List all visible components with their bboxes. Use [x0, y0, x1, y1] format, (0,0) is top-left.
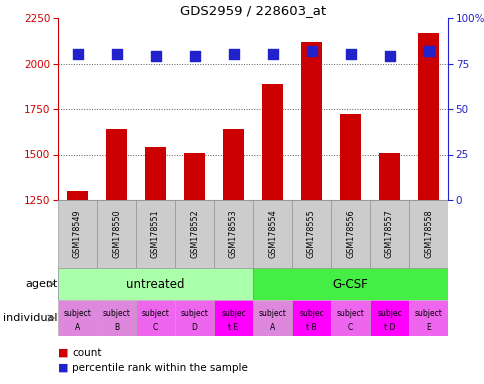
Text: G-CSF: G-CSF: [332, 278, 368, 291]
Bar: [106, 129, 127, 200]
Text: subject: subject: [414, 309, 441, 318]
Text: subjec: subjec: [377, 309, 401, 318]
Text: subject: subject: [258, 309, 286, 318]
Text: GSM178550: GSM178550: [112, 210, 121, 258]
Text: t E: t E: [228, 323, 238, 331]
Bar: [58, 268, 253, 300]
Bar: [378, 153, 399, 200]
Text: B: B: [114, 323, 119, 331]
Bar: [67, 191, 88, 200]
Bar: [183, 153, 205, 200]
Text: subjec: subjec: [299, 309, 323, 318]
Bar: [58, 200, 97, 268]
Point: [112, 51, 120, 58]
Text: count: count: [72, 348, 101, 358]
Bar: [330, 200, 369, 268]
Bar: [145, 147, 166, 200]
Bar: [330, 300, 369, 336]
Point: [385, 53, 393, 59]
Text: subject: subject: [141, 309, 169, 318]
Bar: [97, 300, 136, 336]
Bar: [213, 200, 253, 268]
Text: GSM178552: GSM178552: [190, 210, 198, 258]
Text: C: C: [347, 323, 352, 331]
Text: subject: subject: [180, 309, 208, 318]
Bar: [291, 200, 330, 268]
Bar: [300, 41, 321, 200]
Bar: [136, 300, 175, 336]
Bar: [253, 200, 291, 268]
Point: [346, 51, 354, 58]
Text: GSM178556: GSM178556: [345, 210, 354, 258]
Bar: [175, 300, 213, 336]
Text: A: A: [75, 323, 80, 331]
Bar: [417, 33, 439, 200]
Text: subjec: subjec: [221, 309, 245, 318]
Text: D: D: [191, 323, 197, 331]
Point: [268, 51, 276, 58]
Text: agent: agent: [25, 279, 58, 289]
Text: subject: subject: [102, 309, 130, 318]
Text: percentile rank within the sample: percentile rank within the sample: [72, 363, 247, 373]
Bar: [369, 200, 408, 268]
Bar: [339, 114, 361, 200]
Text: untreated: untreated: [126, 278, 184, 291]
Text: subject: subject: [336, 309, 363, 318]
Text: C: C: [152, 323, 158, 331]
Text: ■: ■: [58, 363, 68, 373]
Bar: [291, 300, 330, 336]
Bar: [213, 300, 253, 336]
Bar: [136, 200, 175, 268]
Title: GDS2959 / 228603_at: GDS2959 / 228603_at: [180, 4, 325, 17]
Bar: [253, 268, 447, 300]
Bar: [369, 300, 408, 336]
Text: t B: t B: [305, 323, 316, 331]
Bar: [175, 200, 213, 268]
Text: GSM178558: GSM178558: [423, 210, 432, 258]
Bar: [261, 84, 283, 200]
Text: t D: t D: [383, 323, 394, 331]
Point: [307, 48, 315, 54]
Text: GSM178553: GSM178553: [228, 210, 238, 258]
Text: GSM178549: GSM178549: [73, 210, 82, 258]
Text: GSM178557: GSM178557: [384, 210, 393, 258]
Bar: [58, 300, 97, 336]
Text: A: A: [269, 323, 274, 331]
Text: ■: ■: [58, 348, 68, 358]
Point: [74, 51, 81, 58]
Point: [229, 51, 237, 58]
Bar: [253, 300, 291, 336]
Text: E: E: [425, 323, 430, 331]
Bar: [222, 129, 244, 200]
Text: subject: subject: [63, 309, 91, 318]
Text: GSM178554: GSM178554: [268, 210, 276, 258]
Text: GSM178555: GSM178555: [306, 210, 316, 258]
Bar: [408, 200, 447, 268]
Point: [424, 48, 432, 54]
Bar: [408, 300, 447, 336]
Point: [190, 53, 198, 59]
Point: [151, 53, 159, 59]
Text: individual: individual: [3, 313, 58, 323]
Bar: [97, 200, 136, 268]
Text: GSM178551: GSM178551: [151, 210, 160, 258]
